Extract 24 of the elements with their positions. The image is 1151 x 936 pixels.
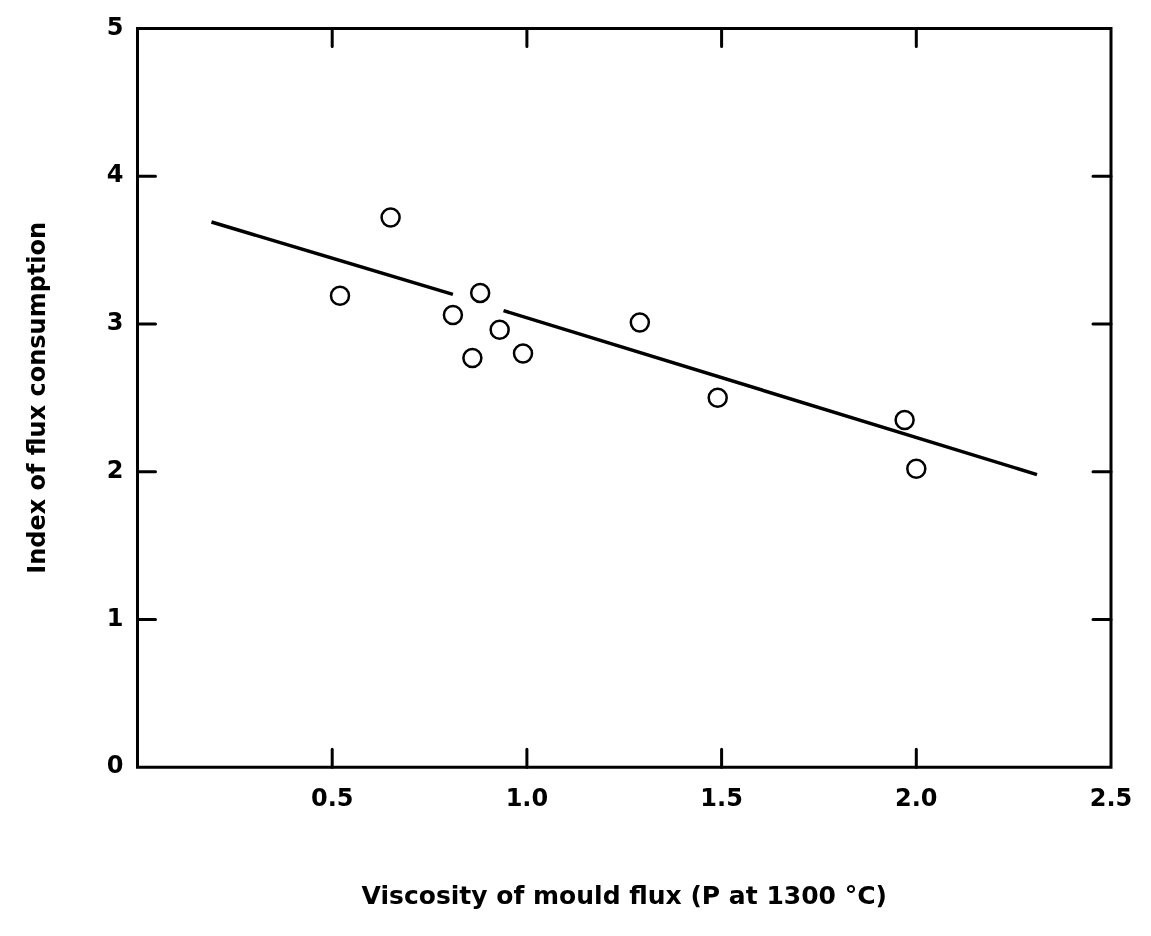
point [512, 343, 534, 364]
point [894, 409, 915, 431]
point [329, 285, 351, 307]
y-tick-label: 5 [106, 12, 124, 41]
y-tick-label: 2 [106, 455, 124, 484]
y-tick-label: 4 [106, 160, 124, 189]
point [469, 282, 491, 304]
x-tick-label: 1.5 [700, 783, 743, 812]
point [707, 387, 728, 409]
point [489, 319, 510, 341]
x-tick-label: 2.5 [1089, 783, 1133, 812]
point [380, 207, 401, 228]
x-tick-label: 0.5 [310, 783, 354, 812]
x-tick-label: 1.0 [505, 783, 549, 812]
y-tick-label: 1 [106, 603, 124, 632]
point [442, 304, 464, 326]
x-axis-title: Viscosity of mould flux (P at 1300 °C) [361, 880, 887, 910]
y-axis-title: Index of flux consumption [22, 221, 51, 574]
x-tick-label: 2.0 [895, 783, 938, 812]
y-tick-label: 0 [106, 751, 124, 780]
point [906, 458, 927, 479]
point [629, 312, 651, 333]
y-tick-label: 3 [106, 308, 124, 337]
point [462, 347, 483, 369]
